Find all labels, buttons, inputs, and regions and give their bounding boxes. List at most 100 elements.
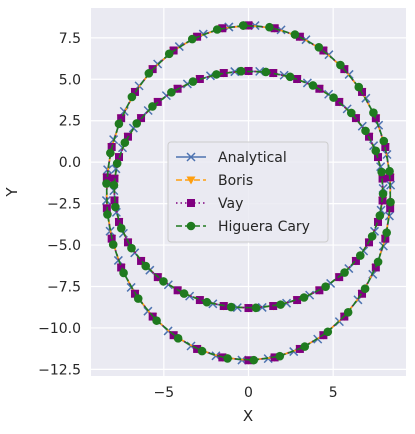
data-point <box>117 114 126 123</box>
data-point <box>386 197 395 207</box>
data-point <box>354 82 364 92</box>
series-higuera-cary <box>102 21 395 365</box>
data-point <box>236 66 246 76</box>
x-tick-label: 0 <box>244 385 253 401</box>
data-point <box>179 289 189 298</box>
data-point <box>375 211 385 220</box>
data-point <box>336 60 345 70</box>
data-point <box>314 43 324 52</box>
data-point <box>369 108 378 118</box>
y-tick-label: 7.5 <box>59 31 81 47</box>
y-tick-label: −7.5 <box>47 279 81 295</box>
data-point <box>108 240 118 249</box>
data-point <box>159 277 168 286</box>
data-point <box>173 334 183 343</box>
data-point <box>373 257 383 267</box>
data-point <box>276 300 285 309</box>
legend-label: Higuera Cary <box>218 219 310 235</box>
data-point <box>102 173 111 182</box>
data-point <box>137 256 146 265</box>
data-point <box>212 25 222 34</box>
data-point <box>265 22 274 32</box>
legend-item: Vay <box>176 196 243 212</box>
data-point <box>371 146 381 156</box>
data-point <box>285 72 295 82</box>
legend-label: Vay <box>218 196 243 212</box>
data-point <box>355 251 365 260</box>
data-point <box>361 126 370 136</box>
data-point <box>127 92 137 102</box>
data-point <box>323 327 333 337</box>
data-point <box>197 346 207 356</box>
data-point <box>187 34 197 44</box>
y-tick-label: −12.5 <box>38 362 81 378</box>
data-point <box>293 296 302 305</box>
data-point <box>144 69 154 78</box>
data-point <box>106 148 115 158</box>
y-tick-label: −2.5 <box>47 197 81 213</box>
data-point <box>188 77 198 86</box>
data-point <box>275 351 285 361</box>
data-point <box>114 119 124 129</box>
data-point <box>219 69 228 78</box>
data-point <box>115 217 124 226</box>
data-point <box>386 204 395 213</box>
y-tick-label: 5.0 <box>59 72 81 88</box>
data-point <box>343 308 353 317</box>
data-point <box>269 69 278 78</box>
data-point <box>378 189 388 199</box>
data-point <box>251 303 261 313</box>
legend-item: Boris <box>176 173 253 189</box>
data-point <box>377 167 386 177</box>
data-point <box>133 294 143 303</box>
data-point <box>202 297 212 307</box>
data-point <box>226 302 236 312</box>
y-tick-label: −10.0 <box>38 321 81 337</box>
data-point <box>141 261 151 271</box>
data-point <box>360 284 370 294</box>
data-point <box>119 268 128 278</box>
data-point <box>382 228 391 237</box>
data-point <box>103 210 112 219</box>
data-point <box>321 282 330 291</box>
legend-label: Analytical <box>218 150 287 166</box>
y-tick-label: 0.0 <box>59 155 81 171</box>
data-point <box>132 119 142 128</box>
data-point <box>261 67 271 77</box>
legend-label: Boris <box>218 173 253 189</box>
y-tick-label: 2.5 <box>59 114 81 130</box>
series-layer <box>101 21 396 365</box>
data-point <box>358 289 367 298</box>
data-point <box>351 256 360 265</box>
tick-layer: −5 0 5 −12.5 −10.0 −7.5 −5.0 −2.5 0.0 2.5 5.0 7.5 <box>38 31 338 401</box>
data-point <box>109 180 119 190</box>
legend-item: Higuera Cary <box>176 219 310 235</box>
data-point <box>329 93 338 102</box>
data-point <box>112 159 122 168</box>
data-point <box>385 166 394 176</box>
data-point <box>212 70 221 79</box>
data-point <box>308 81 318 90</box>
data-point <box>120 138 130 147</box>
data-point <box>167 88 176 97</box>
data-point <box>340 268 349 277</box>
legend-marker <box>186 176 196 185</box>
data-point <box>300 342 310 351</box>
legend-item: Analytical <box>176 150 287 166</box>
data-point <box>379 136 389 146</box>
data-point <box>102 179 111 188</box>
data-point <box>117 263 126 272</box>
data-point <box>111 202 120 212</box>
data-point <box>373 217 382 226</box>
x-tick-label: 5 <box>329 385 338 401</box>
legend-marker <box>186 221 196 231</box>
y-tick-label: −5.0 <box>47 238 81 254</box>
legend-marker <box>187 199 195 207</box>
x-tick-label: −5 <box>154 385 175 401</box>
data-point <box>148 102 157 111</box>
data-point <box>195 296 204 305</box>
x-axis-label: X <box>243 407 253 425</box>
y-axis-label: Y <box>3 187 21 198</box>
